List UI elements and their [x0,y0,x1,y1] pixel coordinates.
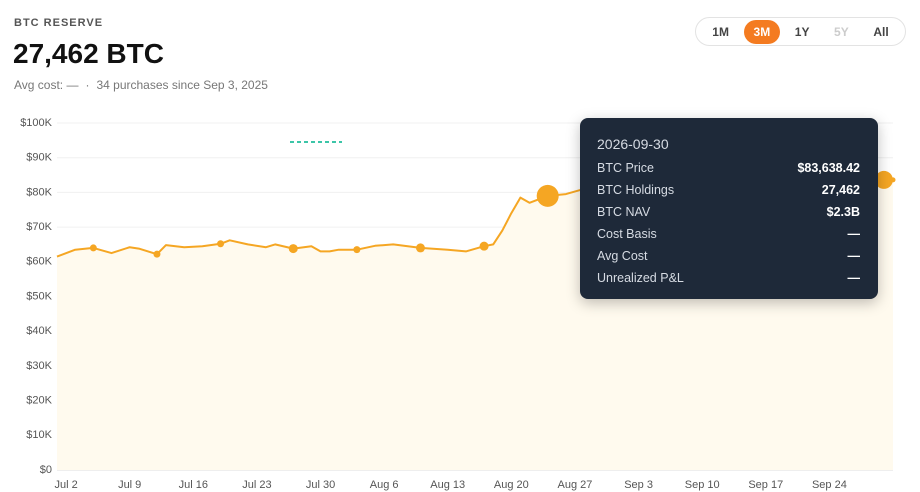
x-tick-label: Aug 13 [430,479,465,491]
tooltip-label: BTC Holdings [597,183,675,197]
purchase-marker [153,250,161,258]
y-tick-label: $60K [26,256,52,268]
tooltip-row: Cost Basis — [597,223,860,245]
purchases-count: 34 purchases since Sep 3, 2025 [96,78,268,92]
purchase-marker [288,244,298,254]
tooltip-value: 27,462 [821,183,860,197]
range-selector: 1M 3M 1Y 5Y All [695,17,906,46]
tooltip-label: BTC Price [597,161,654,175]
reserve-value: 27,462 BTC [13,38,164,69]
tooltip-row: BTC Price $83,638.42 [597,157,860,179]
range-button[interactable]: 1Y [794,24,810,39]
x-tick-label: Sep 3 [624,479,653,491]
y-tick-label: $30K [26,360,52,372]
range-button: 5Y [834,24,849,39]
tooltip-label: Avg Cost [597,249,648,263]
x-tick-label: Aug 27 [558,479,593,491]
y-tick-label: $50K [26,290,52,302]
y-tick-label: $90K [26,152,52,164]
tooltip-row: Unrealized P&L — [597,267,860,289]
x-tick-label: Aug 6 [370,479,399,491]
purchase-marker [479,241,489,251]
y-tick-label: $80K [26,186,52,198]
x-tick-label: Sep 10 [685,479,720,491]
x-tick-label: Jul 23 [242,479,271,491]
tooltip-label: BTC NAV [597,205,651,219]
y-tick-label: $40K [26,325,52,337]
range-button[interactable]: 1M [712,24,729,39]
y-tick-label: $10K [26,429,52,441]
tooltip-label: Cost Basis [597,227,657,241]
tooltip-row: Avg Cost — [597,245,860,267]
reserve-label: BTC RESERVE [14,17,104,29]
separator: · [85,78,90,92]
purchase-marker [353,246,361,254]
tooltip-value: $2.3B [826,205,860,219]
tooltip-value: — [847,249,861,263]
y-tick-label: $20K [26,395,52,407]
x-tick-label: Jul 9 [118,479,141,491]
tooltip-label: Unrealized P&L [597,271,684,285]
y-tick-label: $70K [26,221,52,233]
purchase-marker [415,243,425,253]
range-button[interactable]: All [873,24,889,39]
x-tick-label: Sep 17 [748,479,783,491]
tooltip-row: BTC NAV $2.3B [597,201,860,223]
range-button[interactable]: 3M [743,19,781,44]
tooltip-value: — [847,271,861,285]
purchase-marker [217,240,225,248]
tooltip-value: — [847,227,861,241]
purchase-marker [536,184,559,207]
tooltip: 2026-09-30 BTC Price $83,638.42 BTC Holdin… [580,118,878,299]
x-tick-label: Jul 16 [179,479,208,491]
avg-cost: Avg cost: — [14,78,79,92]
x-tick-label: Jul 30 [306,479,335,491]
y-tick-label: $100K [20,117,52,129]
tooltip-value: $83,638.42 [797,161,860,175]
y-tick-label: $0 [40,464,52,476]
reserve-subtitle: Avg cost: — · 34 purchases since Sep 3, 20… [14,78,275,92]
purchase-marker [89,244,97,252]
hover-point [874,170,893,189]
x-tick-label: Sep 24 [812,479,847,491]
x-tick-label: Jul 2 [54,479,77,491]
tooltip-date: 2026-09-30 [597,136,669,152]
tooltip-row: BTC Holdings 27,462 [597,179,860,201]
x-tick-label: Aug 20 [494,479,529,491]
